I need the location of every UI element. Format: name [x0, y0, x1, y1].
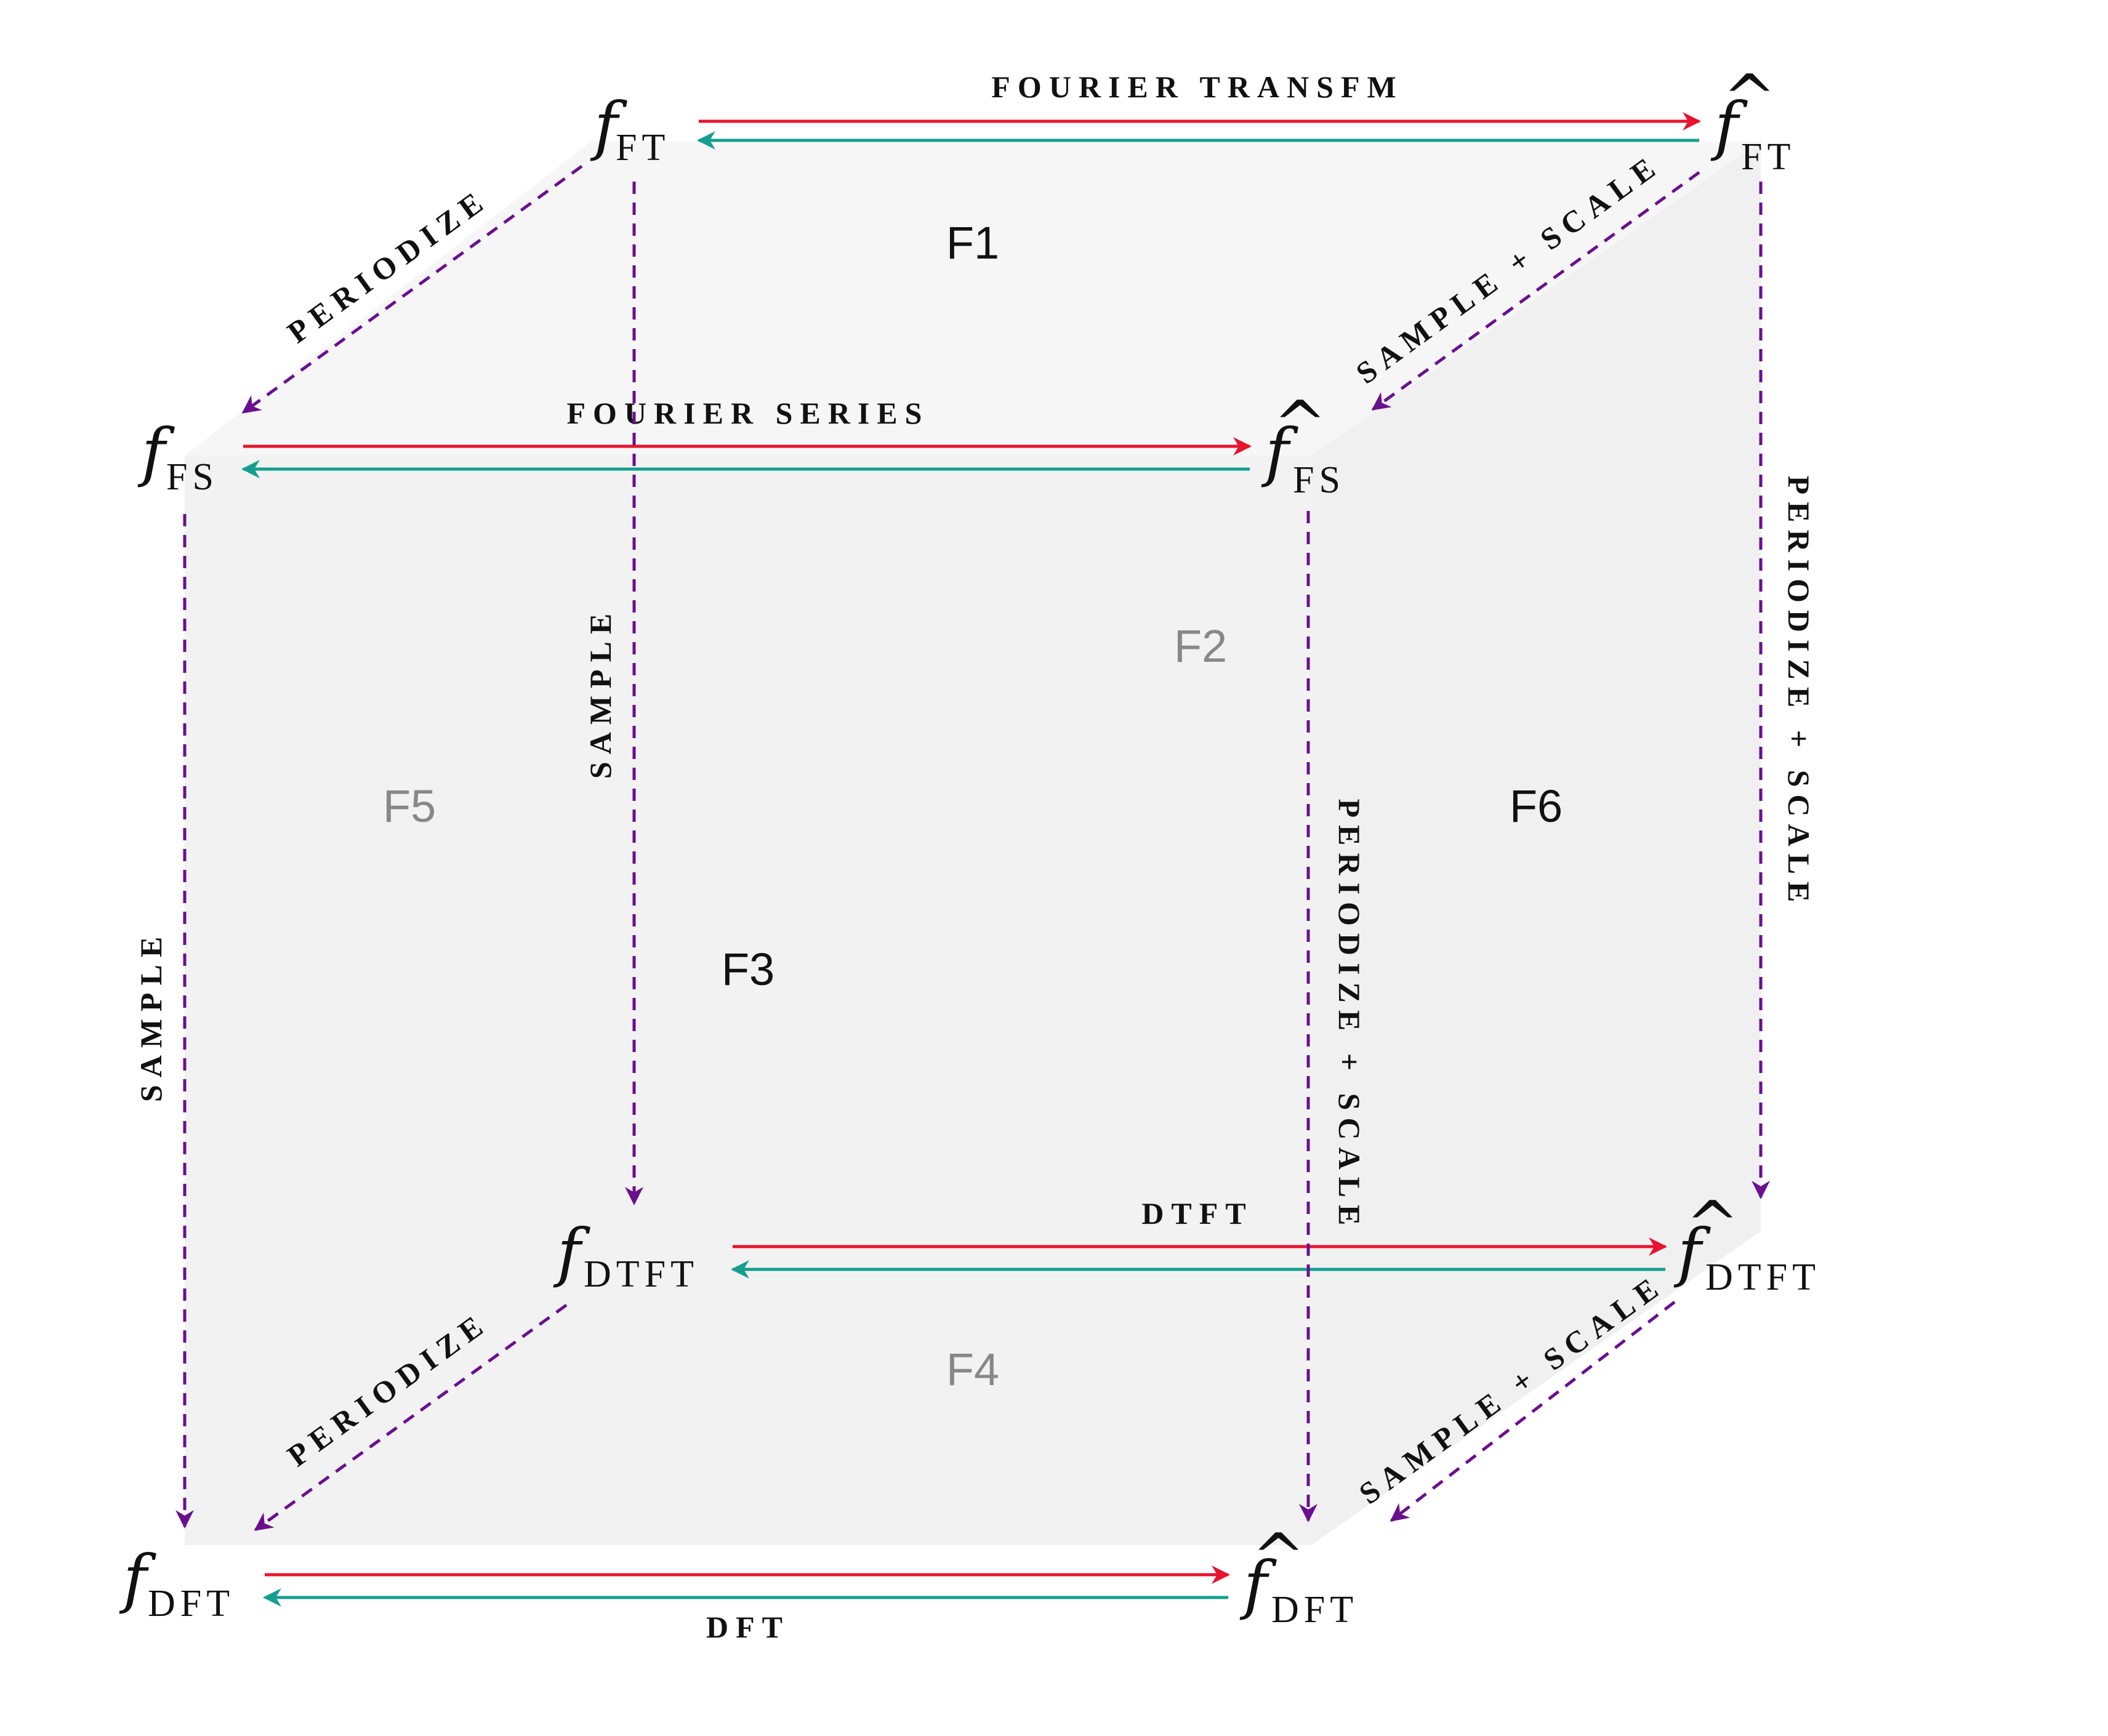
node-f-dtft-subscript: DTFT: [584, 1253, 699, 1295]
sample-left-label: SAMPLE: [134, 930, 168, 1102]
cube-front-face: [185, 456, 1311, 1545]
node-f-dft: f DFT: [119, 1541, 235, 1625]
face-label-f4: F4: [946, 1344, 999, 1395]
fourier-transform-label: FOURIER TRANSFM: [991, 70, 1403, 104]
node-fhat-ft-hat: ^: [1723, 60, 1776, 135]
node-f-dft-subscript: DFT: [148, 1583, 235, 1625]
sample-back-label: SAMPLE: [583, 606, 618, 779]
sample-scale-bottom-arrow: [1390, 1301, 1676, 1522]
periodize-scale-back-label: PERIODIZE + SCALE: [1782, 476, 1816, 910]
node-fhat-dft: f ^ DFT: [1239, 1519, 1358, 1631]
periodize-scale-front-label: PERIODIZE + SCALE: [1332, 799, 1367, 1233]
fourier-series-label: FOURIER SERIES: [567, 396, 930, 430]
face-label-f1: F1: [946, 217, 999, 268]
node-fhat-dft-hat: ^: [1252, 1519, 1305, 1594]
node-fhat-dtft: f ^ DTFT: [1673, 1187, 1820, 1298]
node-fhat-dft-subscript: DFT: [1271, 1589, 1358, 1631]
node-fhat-dtft-subscript: DTFT: [1705, 1256, 1820, 1298]
periodize-bottom-arrow: [254, 1303, 568, 1532]
dft-label: DFT: [706, 1610, 790, 1644]
node-fhat-ft: f ^ FT: [1710, 60, 1795, 178]
node-fhat-fs-hat: ^: [1273, 387, 1327, 462]
node-fhat-dtft-hat: ^: [1686, 1187, 1739, 1262]
sample-scale-top-arrow: [1371, 171, 1700, 411]
node-f-fs-subscript: FS: [166, 456, 219, 498]
node-fhat-fs: f ^ FS: [1261, 387, 1345, 501]
node-f-fs: f FS: [137, 414, 219, 498]
node-f-ft-subscript: FT: [616, 127, 670, 169]
cube-right-face: [1311, 142, 1761, 1545]
node-fhat-fs-subscript: FS: [1293, 459, 1345, 501]
face-label-f5: F5: [383, 781, 436, 832]
node-f-ft: f FT: [590, 88, 670, 169]
periodize-top-arrow: [241, 164, 583, 414]
face-label-f2: F2: [1174, 621, 1227, 672]
face-label-f3: F3: [722, 944, 774, 995]
node-fhat-ft-subscript: FT: [1741, 136, 1795, 178]
cube-top-face: [185, 142, 1761, 456]
face-label-f6: F6: [1510, 781, 1563, 832]
dtft-label: DTFT: [1141, 1196, 1253, 1231]
